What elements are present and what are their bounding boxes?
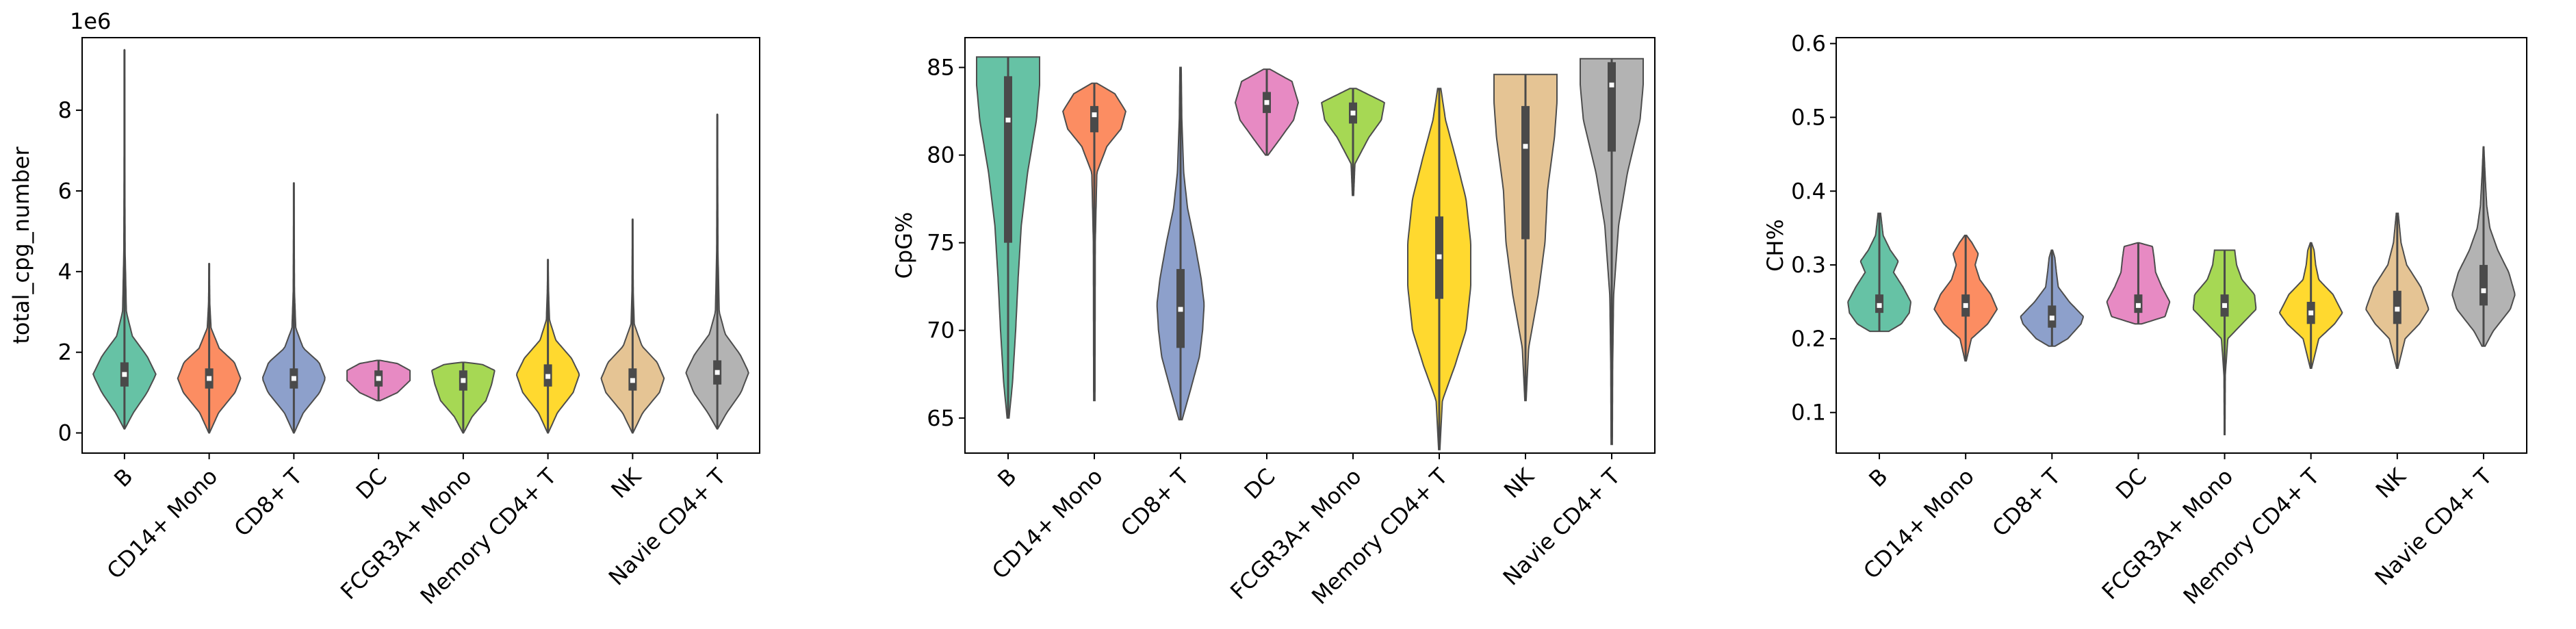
violin-1-4 bbox=[346, 359, 411, 402]
violin-3-6 bbox=[2278, 242, 2343, 369]
violin-3-1 bbox=[1847, 212, 1911, 333]
violin-1-7 bbox=[600, 218, 665, 434]
violin-median bbox=[2308, 310, 2314, 316]
violin-median bbox=[714, 370, 720, 375]
violin-median bbox=[207, 376, 212, 381]
violin-2-4 bbox=[1234, 68, 1300, 156]
violin-2-8 bbox=[1580, 57, 1644, 446]
violin-iqr-box bbox=[1004, 76, 1012, 243]
x-tick-label: B bbox=[992, 463, 1021, 492]
x-tick-label: CD8+ T bbox=[229, 463, 308, 541]
y-tick-label: 85 bbox=[927, 55, 955, 81]
y-axis-label: total_cpg_number bbox=[8, 146, 34, 344]
y-tick-label: 75 bbox=[927, 230, 955, 256]
violin-3-3 bbox=[2020, 249, 2084, 347]
violin-median bbox=[630, 378, 635, 383]
violin-iqr-box bbox=[2479, 265, 2488, 306]
violin-3-7 bbox=[2365, 212, 2430, 369]
y-tick-label: 0.3 bbox=[1791, 252, 1826, 278]
y-tick-label: 0 bbox=[58, 420, 72, 446]
violin-2-3 bbox=[1156, 66, 1205, 421]
y-tick-label: 8 bbox=[58, 97, 72, 123]
y-tick-label: 65 bbox=[927, 405, 955, 431]
x-tick-label: B bbox=[1864, 463, 1892, 492]
y-axis-label: CH% bbox=[1762, 219, 1788, 272]
x-tick-label: DC bbox=[351, 463, 392, 504]
violin-median bbox=[1178, 307, 1183, 312]
violin-3-5 bbox=[2192, 249, 2257, 435]
violin-3-4 bbox=[2106, 242, 2171, 325]
violin-median bbox=[2395, 307, 2400, 312]
y-axis-label: CpG% bbox=[891, 212, 917, 279]
violin-2-2 bbox=[1062, 82, 1126, 402]
axes-frame bbox=[964, 37, 1656, 454]
x-tick-label: NK bbox=[1499, 463, 1539, 503]
violin-2-1 bbox=[976, 56, 1040, 419]
violin-median bbox=[2222, 303, 2228, 308]
axes-frame bbox=[1836, 37, 2527, 454]
violin-1-6 bbox=[515, 259, 580, 434]
violin-iqr-box bbox=[1521, 105, 1530, 240]
x-tick-label: NK bbox=[606, 463, 646, 503]
x-tick-label: DC bbox=[2111, 463, 2152, 504]
violin-median bbox=[1963, 303, 1968, 308]
violin-median bbox=[461, 378, 466, 383]
y-tick-label: 0.5 bbox=[1791, 104, 1826, 130]
violin-median bbox=[1092, 112, 1097, 118]
violin-median bbox=[1437, 254, 1442, 259]
violin-2-5 bbox=[1320, 88, 1386, 196]
axes-frame bbox=[81, 37, 760, 454]
violin-1-3 bbox=[261, 182, 326, 434]
violin-median bbox=[291, 376, 296, 381]
x-tick-label: CD8+ T bbox=[1987, 463, 2066, 541]
violin-median bbox=[1877, 303, 1882, 308]
violin-median bbox=[1264, 100, 1270, 105]
y-tick-label: 0.6 bbox=[1791, 31, 1826, 57]
violin-median bbox=[1005, 117, 1011, 123]
violin-1-2 bbox=[177, 263, 242, 434]
violin-1-5 bbox=[431, 361, 495, 434]
y-tick-label: 70 bbox=[927, 318, 955, 344]
violin-median bbox=[1523, 144, 1528, 149]
violin-median bbox=[1609, 82, 1614, 88]
y-tick-label: 2 bbox=[58, 339, 72, 365]
violin-1-8 bbox=[685, 114, 749, 430]
violin-iqr-box bbox=[1608, 62, 1616, 152]
violin-median bbox=[1350, 110, 1356, 116]
y-tick-label: 80 bbox=[927, 142, 955, 168]
violin-3-2 bbox=[1933, 234, 1998, 362]
violin-median bbox=[2481, 288, 2486, 294]
violin-iqr-box bbox=[1090, 105, 1098, 133]
violin-median bbox=[122, 372, 127, 377]
violin-2-6 bbox=[1407, 88, 1471, 450]
y-offset-label: 1e6 bbox=[70, 8, 111, 34]
violin-median bbox=[376, 376, 381, 381]
y-tick-label: 0.4 bbox=[1791, 178, 1826, 204]
y-tick-label: 6 bbox=[58, 178, 72, 204]
violin-median bbox=[545, 374, 551, 379]
violin-3-8 bbox=[2451, 146, 2516, 347]
y-tick-label: 4 bbox=[58, 259, 72, 285]
violin-2-7 bbox=[1493, 73, 1558, 402]
y-tick-label: 0.1 bbox=[1791, 400, 1826, 426]
x-tick-label: CD8+ T bbox=[1116, 463, 1194, 541]
violin-median bbox=[2135, 303, 2141, 308]
violin-1-1 bbox=[92, 49, 157, 430]
x-tick-label: DC bbox=[1239, 463, 1280, 504]
y-tick-label: 0.2 bbox=[1791, 326, 1826, 352]
x-tick-label: B bbox=[109, 463, 138, 492]
violin-median bbox=[2049, 316, 2055, 321]
x-tick-label: NK bbox=[2371, 463, 2411, 503]
